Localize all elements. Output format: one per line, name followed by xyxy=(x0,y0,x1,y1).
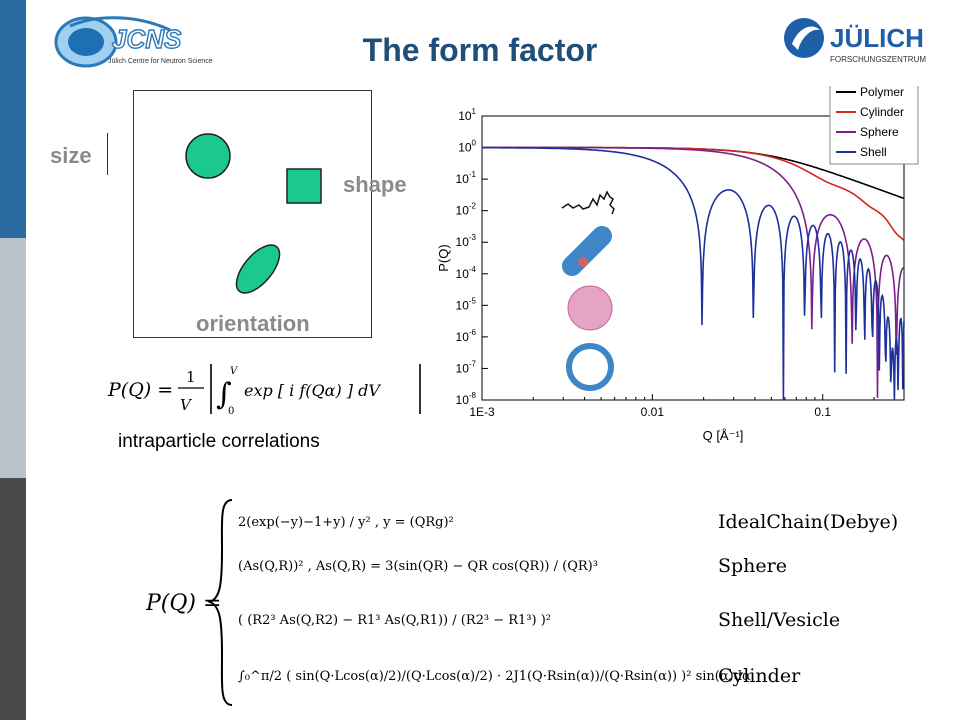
legend-label: Sphere xyxy=(860,125,899,139)
caption-intraparticle: intraparticle correlations xyxy=(118,431,320,452)
svg-text:exp [ i f(Qα) ] dV: exp [ i f(Qα) ] dV xyxy=(244,381,381,400)
size-indicator-bar xyxy=(107,133,108,175)
y-tick-label: 10-4 xyxy=(456,265,477,281)
y-tick-label: 10-1 xyxy=(456,170,477,186)
x-tick-label: 0.01 xyxy=(641,405,665,419)
sidebar-stripe-dark xyxy=(0,478,26,720)
circle-particle xyxy=(185,133,231,179)
x-tick-label: 1E-3 xyxy=(469,405,495,419)
y-tick-label: 10-6 xyxy=(456,328,477,344)
eq-row-cylinder: ∫₀^π/2 ( sin(Q·Lcos(α)/2)/(Q·Lcos(α)/2) … xyxy=(238,669,751,684)
size-label: size xyxy=(50,143,92,168)
y-tick-label: 101 xyxy=(458,107,476,123)
eq-row-sphere: (As(Q,R))² , As(Q,R) = 3(sin(QR) − QR co… xyxy=(238,559,598,574)
y-tick-label: 10-3 xyxy=(456,233,477,249)
series-line-shell xyxy=(482,146,905,401)
svg-text:V: V xyxy=(180,396,193,414)
particle-schematic-box xyxy=(133,90,372,338)
y-tick-label: 100 xyxy=(458,139,476,155)
legend-label: Shell xyxy=(860,145,887,159)
x-axis-label: Q [Å⁻¹] xyxy=(703,428,744,443)
page-title: The form factor xyxy=(362,32,598,68)
svg-text:FORSCHUNGSZENTRUM: FORSCHUNGSZENTRUM xyxy=(830,55,926,64)
sidebar-stripe-grey xyxy=(0,238,26,478)
eq-label-sphere: Sphere xyxy=(718,555,787,577)
svg-text:JÜLICH: JÜLICH xyxy=(830,23,924,53)
x-tick-label: 0.1 xyxy=(814,405,831,419)
y-tick-label: 10-5 xyxy=(456,296,477,312)
svg-text:P(Q) =: P(Q) = xyxy=(146,591,221,616)
svg-text:V: V xyxy=(230,366,239,377)
legend-label: Cylinder xyxy=(860,105,904,119)
shape-label: shape xyxy=(343,172,407,197)
juelich-logo: JÜLICH FORSCHUNGSZENTRUM xyxy=(784,18,926,64)
shell-icon xyxy=(566,343,614,391)
orientation-label: orientation xyxy=(196,311,310,336)
jcns-logo: JCNS Jülich Centre for Neutron Science xyxy=(54,16,213,68)
eq-label-debye: IdealChain(Debye) xyxy=(718,511,898,533)
svg-text:P(Q) =: P(Q) = xyxy=(107,379,173,401)
sphere-icon xyxy=(567,285,613,331)
y-tick-label: 10-2 xyxy=(456,202,477,218)
piecewise-equation: P(Q) = 2(exp(−y)−1+y) / y² , y = (QRg)² … xyxy=(146,499,898,706)
cylinder-icon xyxy=(562,226,612,276)
eq-row-debye: 2(exp(−y)−1+y) / y² , y = (QRg)² xyxy=(238,515,454,530)
form-factor-chart: 1E-3 0.01 0.1 101 100 10-1 10-2 10-3 10-4 10-5 10-… xyxy=(436,86,919,443)
particle-shapes xyxy=(185,133,322,294)
y-axis-label: P(Q) xyxy=(436,244,451,271)
polymer-coil-icon xyxy=(561,190,615,215)
y-tick-label: 10-7 xyxy=(456,359,477,375)
svg-text:0: 0 xyxy=(228,406,234,417)
square-particle xyxy=(286,168,322,204)
legend-label: Polymer xyxy=(860,86,904,99)
svg-text:JCNS: JCNS xyxy=(112,24,182,54)
cylinder-core-mark xyxy=(578,257,588,267)
sidebar-stripe-blue xyxy=(0,0,26,238)
svg-text:∫: ∫ xyxy=(216,377,232,412)
ellipse-particle xyxy=(235,244,281,294)
eq-row-shell: ( (R2³ As(Q,R2) − R1³ As(Q,R1)) / (R2³ −… xyxy=(238,613,551,628)
svg-text:Jülich Centre for Neutron Scie: Jülich Centre for Neutron Science xyxy=(108,58,213,65)
svg-text:1: 1 xyxy=(186,368,196,386)
eq-label-cylinder: Cylinder xyxy=(718,665,801,687)
form-factor-integral: P(Q) = 1 V ∫ V 0 exp [ i f(Qα) ] dV xyxy=(107,364,421,417)
eq-label-shell: Shell/Vesicle xyxy=(718,609,840,631)
